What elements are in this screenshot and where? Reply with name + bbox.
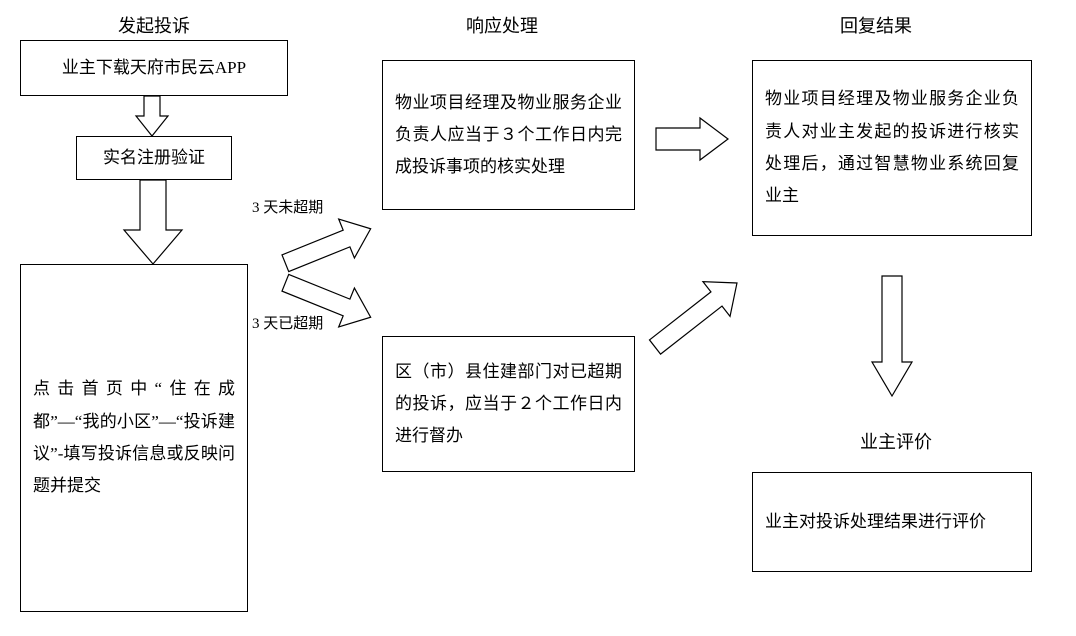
diagram-canvas: { "type": "flowchart", "background_color…: [0, 0, 1076, 636]
header-col1: 发起投诉: [118, 12, 190, 38]
box-submit-complaint: 点击首页中“住在成都”—“我的小区”—“投诉建议”-填写投诉信息或反映问题并提交: [20, 264, 248, 612]
box-download-app-text: 业主下载天府市民云APP: [62, 52, 246, 84]
arrow-e-to-f: [640, 270, 752, 360]
box-owner-evaluate-text: 业主对投诉处理结果进行评价: [765, 506, 986, 538]
label-not-overdue: 3 天未超期: [252, 196, 323, 217]
arrow-b-to-c: [124, 180, 182, 264]
header-col3: 回复结果: [840, 12, 912, 38]
box-reply-result: 物业项目经理及物业服务企业负责人对业主发起的投诉进行核实处理后，通过智慧物业系统…: [752, 60, 1032, 236]
header-eval: 业主评价: [860, 428, 932, 454]
box-supervise-2days: 区（市）县住建部门对已超期的投诉，应当于２个工作日内进行督办: [382, 336, 635, 472]
arrow-c-to-e: [278, 272, 378, 328]
box-owner-evaluate: 业主对投诉处理结果进行评价: [752, 472, 1032, 572]
box-submit-complaint-text: 点击首页中“住在成都”—“我的小区”—“投诉建议”-填写投诉信息或反映问题并提交: [33, 373, 235, 502]
box-download-app: 业主下载天府市民云APP: [20, 40, 288, 96]
box-supervise-2days-text: 区（市）县住建部门对已超期的投诉，应当于２个工作日内进行督办: [395, 356, 622, 453]
box-register: 实名注册验证: [76, 136, 232, 180]
header-col2: 响应处理: [466, 12, 538, 38]
arrow-d-to-f: [656, 118, 728, 160]
box-process-3days-text: 物业项目经理及物业服务企业负责人应当于３个工作日内完成投诉事项的核实处理: [395, 87, 622, 184]
box-process-3days: 物业项目经理及物业服务企业负责人应当于３个工作日内完成投诉事项的核实处理: [382, 60, 635, 210]
arrow-a-to-b: [136, 96, 168, 136]
arrow-c-to-d: [278, 218, 378, 274]
box-register-text: 实名注册验证: [103, 142, 205, 174]
box-reply-result-text: 物业项目经理及物业服务企业负责人对业主发起的投诉进行核实处理后，通过智慧物业系统…: [765, 83, 1019, 212]
arrow-f-to-g: [872, 276, 912, 396]
